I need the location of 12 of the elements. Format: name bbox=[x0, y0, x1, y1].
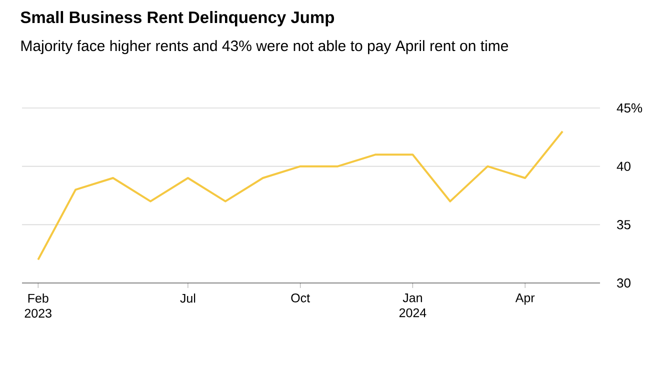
chart-title: Small Business Rent Delinquency Jump bbox=[20, 11, 334, 26]
x-tick-label: Feb 2023 bbox=[24, 294, 52, 318]
line-series bbox=[37, 130, 564, 261]
y-tick-label: 35 bbox=[617, 220, 630, 230]
x-tick-label: Jan 2024 bbox=[399, 294, 426, 318]
x-tick-label: Jul bbox=[180, 294, 196, 303]
x-tick-label: Oct bbox=[291, 294, 310, 302]
y-tick-label: 45% bbox=[616, 103, 642, 113]
chart-subtitle: Majority face higher rents and 43% were not able to pay April rent on time bbox=[21, 40, 508, 54]
y-tick-label: 30 bbox=[617, 278, 630, 288]
y-tick-label: 40 bbox=[616, 162, 630, 171]
x-tick-label: Apr bbox=[515, 294, 535, 305]
